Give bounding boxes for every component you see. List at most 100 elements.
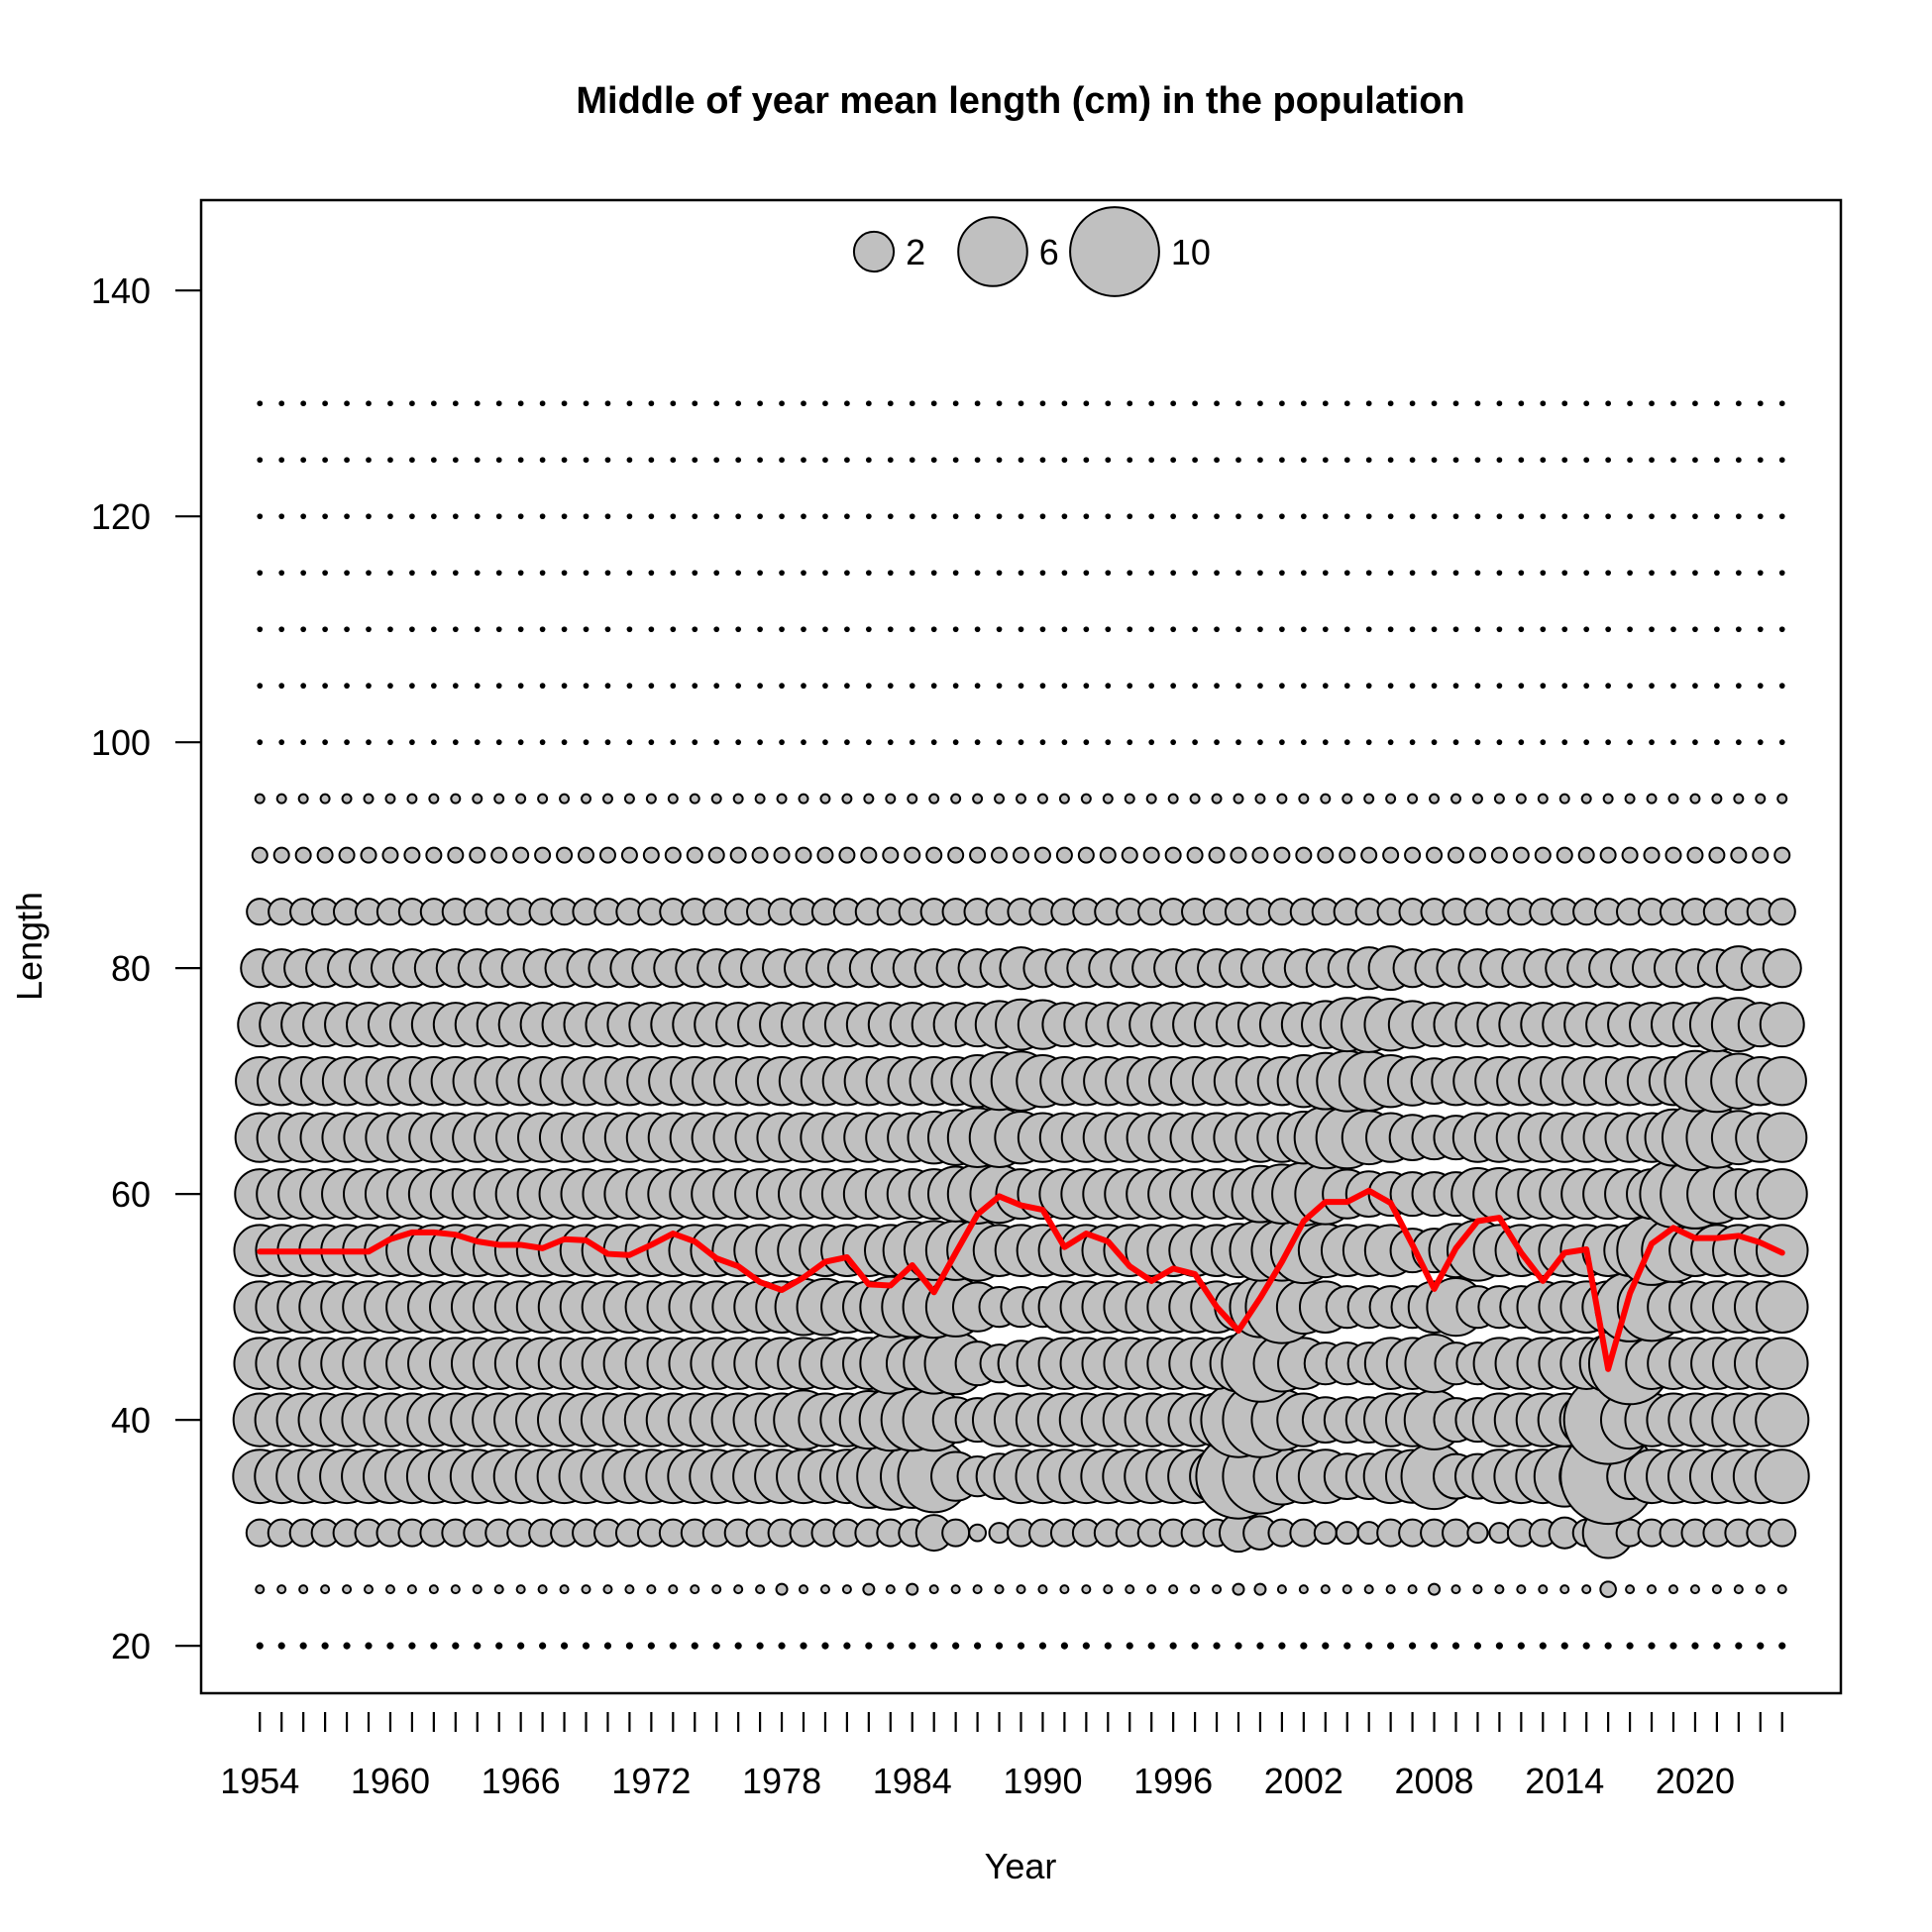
bubble-2011-110 (1496, 626, 1503, 633)
bubble-1992-105 (1083, 683, 1090, 690)
bubble-2001-100 (1279, 739, 1285, 746)
bubble-1972-110 (648, 626, 655, 633)
bubble-1998-110 (1214, 626, 1220, 633)
bubble-1975-110 (713, 626, 720, 633)
bubble-2024-60 (1756, 1168, 1808, 1221)
bubble-1987-20 (974, 1642, 982, 1650)
bubble-1957-130 (322, 400, 328, 407)
bubble-2009-110 (1452, 626, 1459, 633)
bubble-1980-20 (821, 1642, 829, 1650)
bubble-1965-120 (495, 513, 502, 520)
bubble-1962-90 (425, 846, 443, 864)
bubble-2014-95 (1558, 793, 1570, 805)
bubble-2018-100 (1649, 739, 1655, 746)
x-tick-label-1984: 1984 (873, 1761, 952, 1801)
bubble-1964-115 (474, 570, 481, 577)
bubble-1976-125 (735, 457, 742, 464)
bubble-2009-100 (1452, 739, 1459, 746)
bubble-2010-95 (1471, 793, 1483, 805)
bubble-2024-125 (1778, 457, 1785, 464)
bubble-2009-125 (1452, 457, 1459, 464)
bubble-2011-130 (1496, 400, 1503, 407)
bubble-2003-110 (1322, 626, 1329, 633)
bubble-1981-95 (841, 793, 853, 805)
bubble-1981-130 (844, 400, 850, 407)
bubble-1995-110 (1148, 626, 1155, 633)
bubble-1956-130 (300, 400, 307, 407)
bubble-2015-100 (1583, 739, 1590, 746)
bubble-1977-115 (757, 570, 763, 577)
bubble-2022-90 (1730, 846, 1748, 864)
bubble-1977-95 (754, 793, 766, 805)
x-axis: 1954 1960 1966 1972 1978 1984 1990 1996 2002 2008… (220, 1712, 1783, 1801)
bubble-2017-25 (1625, 1584, 1636, 1595)
bubble-2023-95 (1755, 793, 1767, 805)
bubble-1978-100 (779, 739, 785, 746)
bubble-1996-20 (1169, 1642, 1177, 1650)
bubble-2012-110 (1518, 626, 1525, 633)
bubble-2023-125 (1757, 457, 1764, 464)
bubble-1987-115 (974, 570, 981, 577)
bubble-2010-130 (1474, 400, 1481, 407)
bubble-1976-130 (735, 400, 742, 407)
legend-bubble-6 (957, 216, 1028, 287)
bubble-1993-120 (1105, 513, 1112, 520)
bubble-2017-125 (1627, 457, 1633, 464)
bubble-1964-125 (474, 457, 481, 464)
bubble-1990-105 (1039, 683, 1046, 690)
bubble-2005-110 (1365, 626, 1372, 633)
bubble-2013-125 (1540, 457, 1547, 464)
bubble-2008-95 (1429, 793, 1441, 805)
bubble-1987-95 (972, 793, 984, 805)
bubble-1988-120 (996, 513, 1003, 520)
bubble-1959-25 (363, 1584, 375, 1595)
bubble-1973-105 (670, 683, 677, 690)
bubble-1963-130 (452, 400, 459, 407)
bubble-1999-90 (1230, 846, 1247, 864)
bubble-1997-20 (1191, 1642, 1199, 1650)
bubble-1984-95 (907, 793, 918, 805)
bubble-2020-95 (1689, 793, 1701, 805)
bubble-2002-90 (1295, 846, 1313, 864)
bubble-2002-120 (1300, 513, 1307, 520)
bubble-1983-95 (885, 793, 897, 805)
bubble-1963-20 (452, 1642, 460, 1650)
bubble-1975-90 (707, 846, 725, 864)
bubble-1995-95 (1145, 793, 1157, 805)
bubble-1988-25 (994, 1584, 1005, 1595)
bubble-2020-130 (1692, 400, 1698, 407)
bubble-2018-95 (1646, 793, 1658, 805)
bubble-1962-110 (430, 626, 437, 633)
x-tick-label-2020: 2020 (1656, 1761, 1735, 1801)
bubble-1984-25 (906, 1582, 919, 1596)
bubble-2016-110 (1605, 626, 1612, 633)
bubble-1991-100 (1061, 739, 1068, 746)
bubble-2021-90 (1708, 846, 1726, 864)
bubble-1980-125 (822, 457, 828, 464)
bubble-1999-20 (1234, 1642, 1242, 1650)
bubble-1983-120 (887, 513, 894, 520)
bubble-2006-25 (1385, 1584, 1396, 1595)
bubble-2005-105 (1365, 683, 1372, 690)
bubble-1992-130 (1083, 400, 1090, 407)
bubble-1969-105 (583, 683, 590, 690)
y-tick-label-60: 60 (111, 1174, 151, 1215)
bubble-1962-20 (430, 1642, 438, 1650)
bubble-2006-120 (1387, 513, 1394, 520)
bubble-1954-115 (257, 570, 264, 577)
bubble-1996-115 (1170, 570, 1177, 577)
bubble-2004-105 (1343, 683, 1350, 690)
bubble-1998-115 (1214, 570, 1220, 577)
bubble-1972-90 (642, 846, 660, 864)
bubble-2004-120 (1343, 513, 1350, 520)
bubble-1954-95 (254, 793, 266, 805)
bubble-2024-105 (1778, 683, 1785, 690)
bubble-2005-120 (1365, 513, 1372, 520)
bubble-1983-105 (887, 683, 894, 690)
bubble-1964-120 (474, 513, 481, 520)
bubble-2022-100 (1735, 739, 1742, 746)
bubble-1977-20 (756, 1642, 764, 1650)
bubble-1979-105 (801, 683, 806, 690)
x-tick-label-1960: 1960 (351, 1761, 430, 1801)
